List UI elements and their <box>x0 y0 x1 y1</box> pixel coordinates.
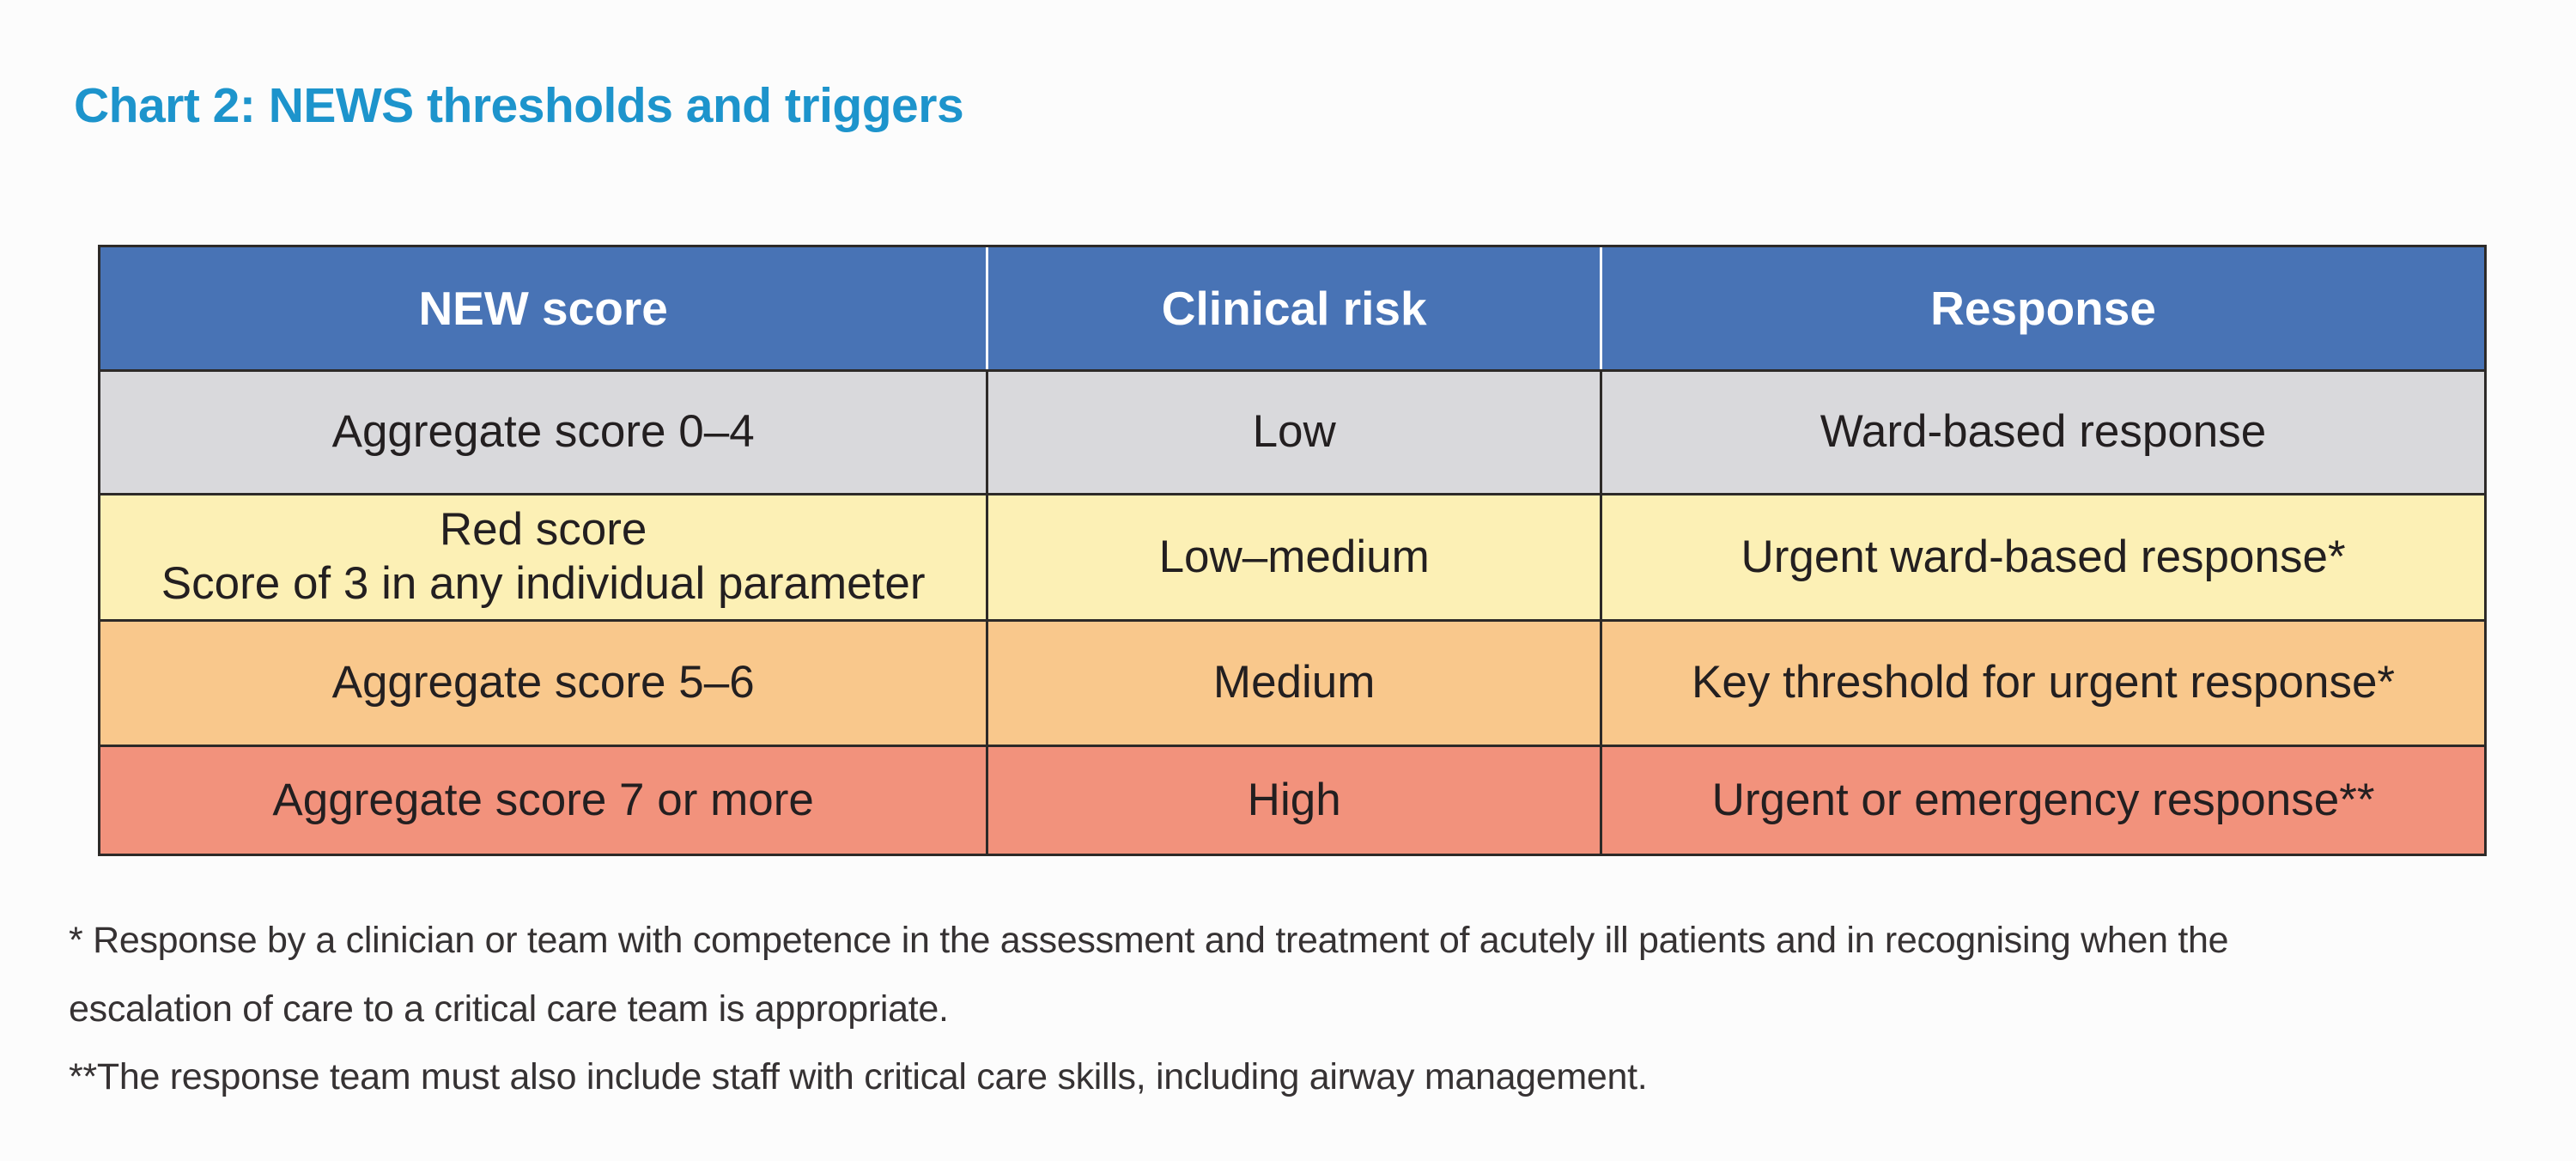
footnotes: * Response by a clinician or team with c… <box>69 907 2554 1112</box>
cell-risk: High <box>986 747 1600 854</box>
table-row-high: Aggregate score 7 or more High Urgent or… <box>100 745 2484 854</box>
cell-risk: Medium <box>986 622 1600 745</box>
cell-risk: Low–medium <box>986 495 1600 619</box>
header-cell-response: Response <box>1600 247 2484 369</box>
page-title: Chart 2: NEWS thresholds and triggers <box>74 78 964 133</box>
footnote-single-asterisk: * Response by a clinician or team with c… <box>69 920 2229 1030</box>
cell-response: Ward-based response <box>1600 372 2484 493</box>
cell-risk: Low <box>986 372 1600 493</box>
cell-score: Aggregate score 0–4 <box>331 406 755 458</box>
cell-response: Key threshold for urgent response* <box>1600 622 2484 745</box>
cell-score: Aggregate score 5–6 <box>331 657 755 708</box>
table-row-medium: Aggregate score 5–6 Medium Key threshold… <box>100 619 2484 745</box>
news-thresholds-table: NEW score Clinical risk Response Aggrega… <box>98 245 2487 856</box>
header-cell-new-score: NEW score <box>418 281 668 335</box>
footnote-double-asterisk: **The response team must also include st… <box>69 1056 1648 1098</box>
cell-score: Aggregate score 7 or more <box>272 774 814 825</box>
header-cell-clinical-risk: Clinical risk <box>986 247 1600 369</box>
cell-score: Red score Score of 3 in any individual p… <box>161 504 926 609</box>
table-header-row: NEW score Clinical risk Response <box>100 247 2484 369</box>
table-row-low: Aggregate score 0–4 Low Ward-based respo… <box>100 369 2484 493</box>
cell-response: Urgent or emergency response** <box>1600 747 2484 854</box>
cell-response: Urgent ward-based response* <box>1600 495 2484 619</box>
table-row-low-medium: Red score Score of 3 in any individual p… <box>100 493 2484 619</box>
